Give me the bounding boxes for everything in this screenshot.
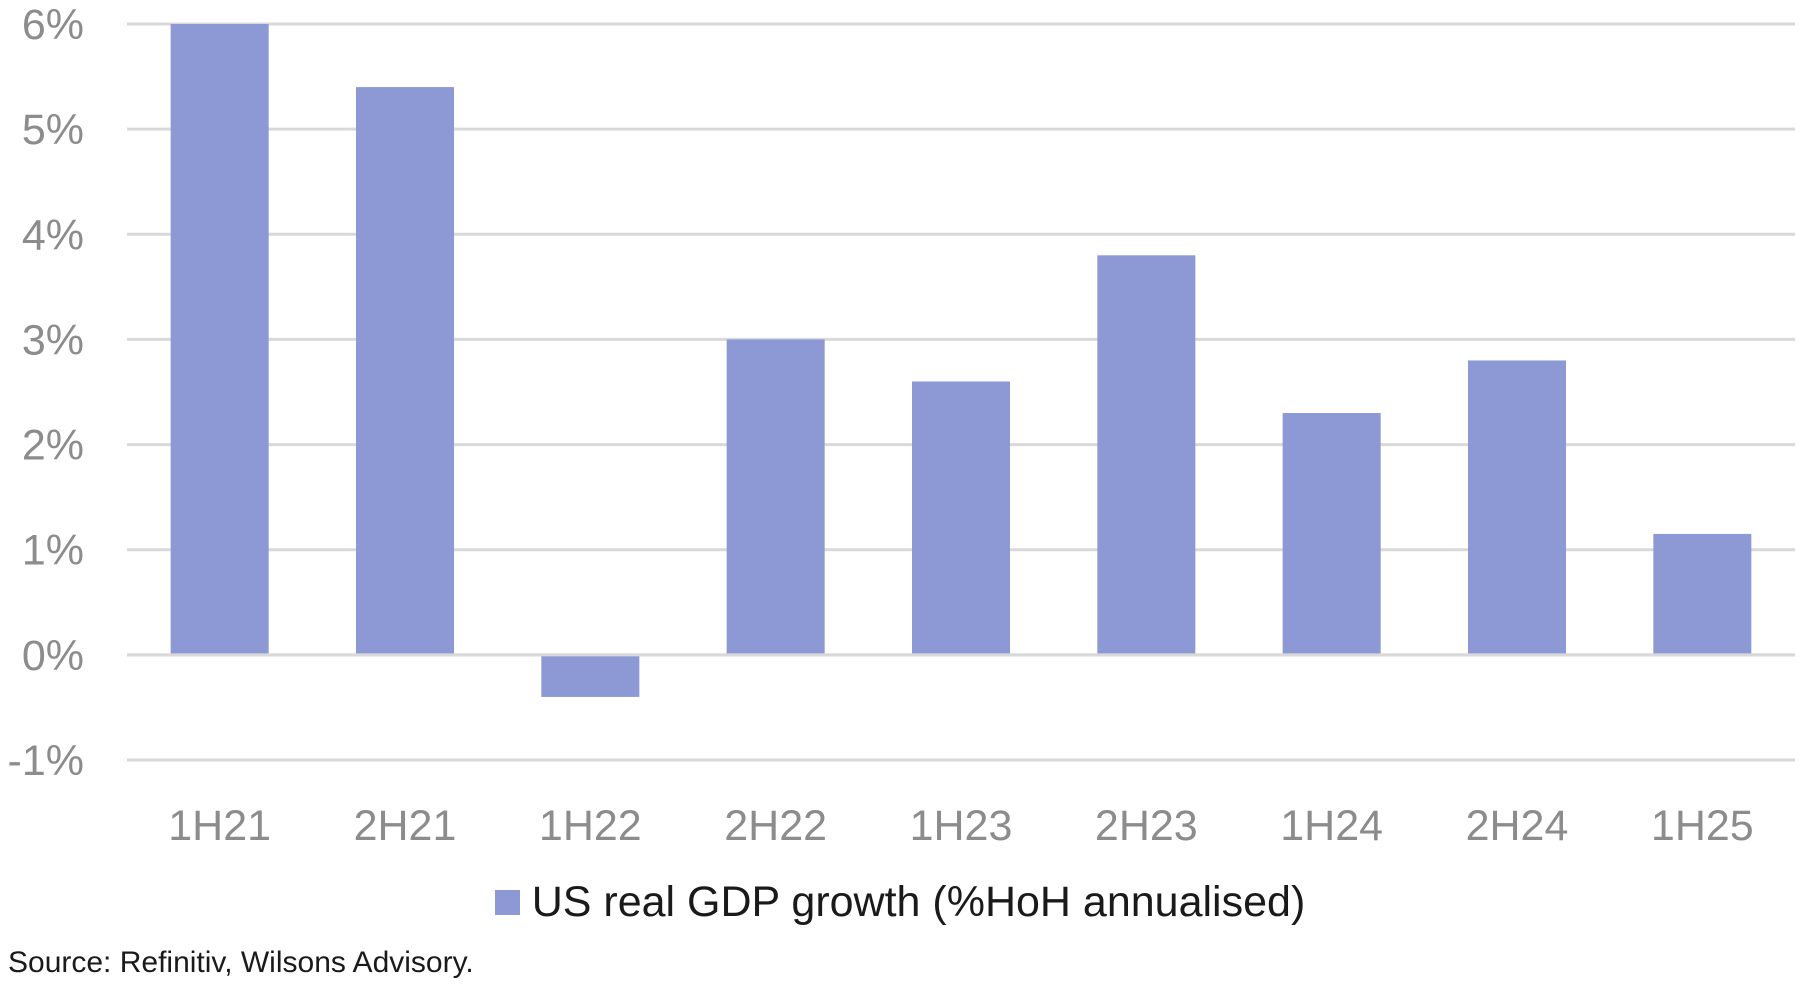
y-tick-label: 4% (22, 211, 84, 259)
y-tick-label: 3% (22, 316, 84, 364)
x-tick-label: 2H23 (1095, 802, 1198, 850)
bar-1H25 (1653, 533, 1752, 655)
bar-2H24 (1468, 360, 1566, 655)
y-axis-ticks: 6% 5% 4% 3% 2% 1% 0% -1% (8, 1, 84, 785)
x-tick-label: 1H24 (1280, 802, 1383, 850)
x-tick-label: 2H21 (354, 802, 457, 850)
legend: US real GDP growth (%HoH annualised) (0, 872, 1800, 932)
bars (127, 24, 1795, 697)
bar-2H21 (356, 87, 454, 655)
y-tick-label: 2% (22, 422, 84, 470)
y-tick-label: 0% (22, 632, 84, 680)
bar-2H23 (1097, 255, 1196, 655)
y-tick-label: 1% (22, 527, 84, 575)
x-tick-label: 1H21 (168, 802, 271, 850)
x-axis-ticks: 1H21 2H21 1H22 2H22 1H23 2H23 1H24 2H24 1H25 (168, 802, 1753, 850)
x-tick-label: 1H23 (910, 802, 1013, 850)
legend-label: US real GDP growth (%HoH annualised) (531, 877, 1306, 926)
bar-1H23 (912, 381, 1010, 655)
bar-1H24 (1282, 413, 1381, 655)
y-tick-label: 6% (22, 1, 84, 49)
x-tick-label: 1H22 (539, 802, 642, 850)
y-tick-label: 5% (22, 106, 84, 154)
bar-1H21 (170, 24, 269, 655)
x-tick-label: 2H24 (1466, 802, 1569, 850)
y-tick-label: -1% (8, 737, 84, 785)
x-tick-label: 2H22 (724, 802, 827, 850)
bar-2H22 (726, 339, 825, 655)
bar-1H22 (541, 654, 640, 697)
source-note: Source: Refinitiv, Wilsons Advisory. (8, 946, 474, 979)
x-tick-label: 1H25 (1651, 802, 1754, 850)
legend-swatch (494, 889, 520, 915)
